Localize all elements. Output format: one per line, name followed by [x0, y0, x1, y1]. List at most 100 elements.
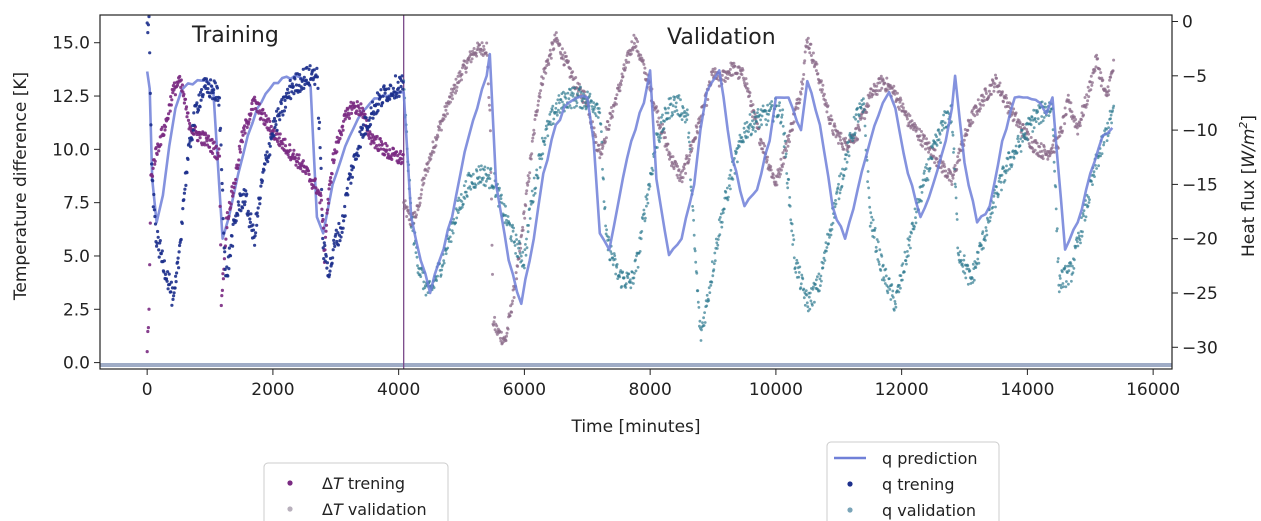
point-q-validation — [554, 106, 558, 110]
point-q-validation — [615, 263, 619, 266]
point-q-validation — [881, 263, 885, 267]
point-q-validation — [824, 241, 828, 245]
point-q-validation — [605, 228, 608, 232]
point-dt-trening — [175, 83, 180, 87]
point-q-validation — [485, 179, 488, 183]
point-q-trening — [348, 175, 352, 179]
point-q-trening — [256, 206, 260, 210]
point-q-validation — [1102, 143, 1105, 147]
point-q-validation — [687, 136, 690, 139]
point-dt-trening — [162, 133, 166, 137]
point-q-validation — [892, 308, 896, 312]
point-q-validation — [540, 157, 544, 161]
point-q-trening — [166, 270, 170, 274]
point-q-validation — [525, 246, 529, 250]
point-q-trening — [172, 294, 176, 298]
point-q-validation — [818, 289, 821, 293]
point-dt-validation — [924, 147, 927, 151]
point-q-validation — [1066, 264, 1070, 268]
point-q-validation — [688, 140, 691, 144]
point-q-validation — [542, 139, 546, 143]
point-q-validation — [825, 246, 829, 249]
point-q-validation — [713, 251, 717, 255]
point-q-validation — [640, 230, 644, 233]
point-dt-validation — [918, 134, 922, 138]
point-dt-validation — [946, 174, 950, 178]
point-dt-validation — [607, 123, 611, 127]
point-dt-validation — [547, 63, 551, 66]
point-q-validation — [571, 86, 574, 90]
point-dt-validation — [432, 150, 436, 154]
point-dt-validation — [908, 114, 912, 118]
point-q-validation — [845, 160, 849, 164]
point-q-validation — [1064, 285, 1068, 289]
point-dt-validation — [823, 98, 827, 102]
point-q-trening — [243, 203, 247, 207]
point-dt-validation — [512, 296, 516, 299]
point-q-trening — [304, 78, 308, 82]
point-dt-validation — [950, 183, 954, 186]
point-q-trening — [159, 252, 163, 256]
point-dt-validation — [1078, 121, 1082, 125]
point-q-validation — [543, 143, 547, 147]
legend-dot-q-validation — [847, 507, 853, 513]
point-dt-validation — [480, 41, 484, 45]
point-dt-trening — [332, 161, 336, 165]
point-q-validation — [749, 122, 752, 126]
point-dt-validation — [527, 176, 531, 180]
point-q-validation — [450, 229, 454, 233]
point-q-validation — [966, 264, 970, 268]
point-q-validation — [1006, 169, 1009, 172]
point-q-validation — [1067, 282, 1070, 286]
point-q-trening — [182, 198, 186, 202]
point-q-validation — [513, 244, 517, 247]
point-dt-validation — [713, 67, 717, 71]
point-dt-trening — [257, 102, 261, 106]
point-dt-trening — [400, 157, 404, 161]
point-dt-validation — [883, 81, 887, 85]
point-dt-validation — [526, 183, 530, 187]
point-q-validation — [451, 231, 455, 235]
point-q-validation — [688, 147, 692, 151]
legend-label-q-trening: q trening — [882, 475, 954, 494]
point-dt-validation — [606, 120, 610, 124]
point-q-validation — [705, 293, 709, 297]
point-q-trening — [169, 290, 173, 294]
point-dt-validation — [762, 142, 766, 145]
point-q-validation — [1099, 154, 1102, 158]
point-dt-validation — [465, 61, 469, 65]
point-dt-trening — [215, 157, 219, 161]
point-dt-validation — [1109, 75, 1113, 79]
point-q-validation — [449, 240, 453, 244]
point-dt-trening — [229, 202, 233, 206]
point-q-validation — [581, 106, 584, 110]
point-dt-validation — [594, 135, 598, 139]
point-q-validation — [750, 132, 753, 136]
point-q-validation — [580, 99, 584, 103]
point-dt-validation — [488, 108, 492, 112]
point-q-validation — [833, 205, 837, 209]
point-q-validation — [1029, 123, 1033, 127]
point-q-validation — [1110, 121, 1113, 125]
point-q-trening — [356, 154, 360, 158]
point-q-validation — [880, 254, 884, 258]
point-dt-validation — [684, 171, 688, 175]
point-q-trening — [370, 100, 375, 104]
point-dt-validation — [867, 104, 871, 108]
point-q-trening — [222, 246, 226, 250]
point-q-validation — [962, 254, 966, 257]
point-q-validation — [618, 275, 622, 279]
point-q-validation — [697, 306, 701, 309]
point-q-validation — [601, 167, 604, 171]
point-dt-validation — [842, 147, 846, 151]
point-dt-validation — [1090, 83, 1094, 87]
point-dt-validation — [925, 137, 928, 141]
point-dt-trening — [385, 148, 389, 152]
x-axis-ticks: 0 2000 4000 6000 8000 10000 12000 14000 16000 — [142, 369, 1180, 400]
point-dt-validation — [520, 233, 524, 237]
point-dt-validation — [695, 125, 699, 129]
point-dt-validation — [971, 120, 975, 124]
point-dt-trening — [349, 111, 354, 115]
point-q-validation — [811, 287, 815, 291]
point-dt-validation — [1041, 154, 1045, 158]
